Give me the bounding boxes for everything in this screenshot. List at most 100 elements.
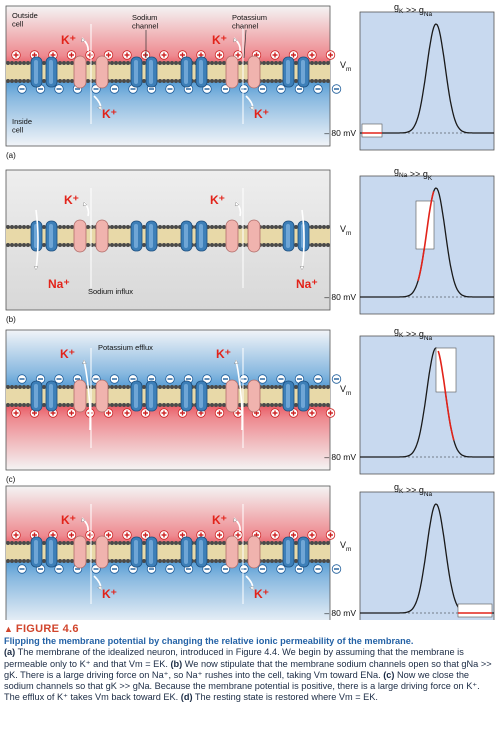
plus-charge-icon: [85, 50, 95, 60]
figure-triangle-icon: ▲: [4, 624, 13, 634]
sodium-channel: [282, 56, 310, 88]
ion-label-na-in: Na⁺: [48, 277, 70, 291]
membrane-box-d: [5, 485, 342, 620]
conductance-title: gK >> gNa: [394, 326, 433, 342]
minus-charge-icon: [220, 84, 231, 94]
efflux-arrow-icon: [234, 201, 242, 217]
plus-charge-icon: [307, 530, 317, 540]
ion-label-k-out: K⁺: [216, 347, 231, 361]
plus-charge-icon: [214, 530, 225, 540]
minus-charge-icon: [313, 374, 323, 384]
minus-charge-icon: [165, 374, 175, 384]
potassium-channel: [225, 55, 261, 89]
minus-charge-icon: [54, 84, 64, 94]
efflux-arrow-icon: [81, 37, 89, 52]
plus-charge-icon: [122, 530, 132, 540]
plus-charge-icon: [159, 408, 169, 418]
potassium-channel: [225, 219, 261, 253]
panel-letter-a: (a): [6, 151, 16, 160]
caption-part-a-text: The membrane of the idealized neuron, in…: [4, 647, 464, 669]
panel-a: K⁺ K⁺ K⁺ K⁺ Outside cell Inside cell Sodium chann…: [5, 2, 495, 160]
minus-charge-icon: [331, 564, 342, 574]
caption-part-d-text: The resting state is restored where Vm =…: [192, 692, 378, 703]
rest-potential-label: – 80 mV: [324, 292, 356, 302]
vm-graph-b: gNa >> gK Vm – 80 mV: [324, 166, 495, 315]
ion-label-k-out: K⁺: [61, 33, 76, 47]
caption-part-b-text: We now stipulate that the membrane sodiu…: [4, 658, 492, 680]
panel-c: Potassium efflux K⁺ K⁺ (c) gK >> gNa Vm – 80 m…: [5, 326, 495, 484]
sodium-channel: [282, 380, 310, 412]
minus-charge-icon: [109, 84, 120, 94]
minus-charge-icon: [276, 374, 286, 384]
ion-label-na-in: Na⁺: [296, 277, 318, 291]
minus-charge-icon: [257, 84, 268, 94]
highlight-box: [457, 603, 493, 618]
plus-charge-icon: [307, 50, 317, 60]
sodium-channel: [130, 56, 158, 88]
sodium-channel: [180, 536, 208, 568]
potassium-channel-label: Potassium channel: [232, 13, 267, 30]
plus-charge-icon: [270, 408, 280, 418]
minus-charge-icon: [331, 84, 342, 94]
panel-letter-c: (c): [6, 475, 16, 484]
minus-charge-icon: [239, 374, 249, 384]
inside-region: [6, 396, 330, 470]
plus-charge-icon: [85, 530, 95, 540]
graph-background: [359, 11, 495, 151]
vm-axis-label: Vm: [340, 384, 351, 397]
minus-charge-icon: [54, 564, 64, 574]
ion-label-k-in: K⁺: [102, 107, 117, 121]
inside-region: [6, 72, 330, 146]
potassium-channel: [73, 535, 109, 569]
panel-letter-b: (b): [6, 315, 16, 324]
minus-charge-icon: [165, 84, 175, 94]
caption-body: (a) The membrane of the idealized neuron…: [4, 647, 492, 702]
vm-axis-label: Vm: [340, 224, 351, 237]
membrane-box-a: [5, 5, 342, 147]
minus-charge-icon: [54, 374, 64, 384]
plus-charge-icon: [214, 408, 225, 418]
plus-charge-icon: [11, 50, 21, 60]
figure-label: FIGURE 4.6: [15, 623, 79, 635]
minus-charge-icon: [313, 564, 323, 574]
plus-charge-icon: [140, 50, 151, 60]
inside-region: [6, 552, 330, 620]
sodium-channel: [282, 536, 310, 568]
highlight-box: [361, 123, 383, 138]
ion-label-k-out: K⁺: [212, 33, 227, 47]
caption-part-b-tag: (b): [170, 658, 183, 669]
efflux-arrow-icon: [234, 359, 243, 431]
minus-charge-icon: [91, 374, 101, 384]
graph-background: [359, 335, 495, 475]
ion-label-k-out: K⁺: [61, 513, 76, 527]
leader-line: [243, 29, 247, 59]
potassium-channel: [73, 379, 109, 413]
vm-graph-c: gK >> gNa Vm – 80 mV: [324, 326, 495, 475]
rest-potential-label: – 80 mV: [324, 452, 356, 462]
efflux-arrow-icon: [233, 37, 241, 52]
plus-charge-icon: [103, 50, 114, 60]
sodium-channel: [180, 56, 208, 88]
minus-charge-icon: [276, 84, 286, 94]
plus-charge-icon: [214, 50, 225, 60]
graph-background: [359, 491, 495, 620]
rest-potential-label: – 80 mV: [324, 128, 356, 138]
minus-charge-icon: [109, 374, 120, 384]
plus-charge-icon: [103, 530, 114, 540]
minus-charge-icon: [257, 374, 268, 384]
caption-title: Flipping the membrane potential by chang…: [4, 636, 414, 647]
minus-charge-icon: [165, 564, 175, 574]
ion-label-k-in: K⁺: [254, 587, 269, 601]
sodium-influx-label: Sodium influx: [88, 287, 133, 296]
highlight-trace: [437, 350, 455, 441]
vm-graph-a: gK >> gNa Vm – 80 mV: [324, 2, 495, 151]
minus-charge-icon: [257, 564, 268, 574]
efflux-arrow-icon: [81, 517, 89, 532]
plus-charge-icon: [122, 50, 132, 60]
minus-charge-icon: [109, 564, 120, 574]
caption-part-d-tag: (d): [180, 692, 193, 703]
plus-charge-icon: [66, 530, 77, 540]
plus-charge-icon: [103, 408, 114, 418]
plus-charge-icon: [233, 50, 243, 60]
